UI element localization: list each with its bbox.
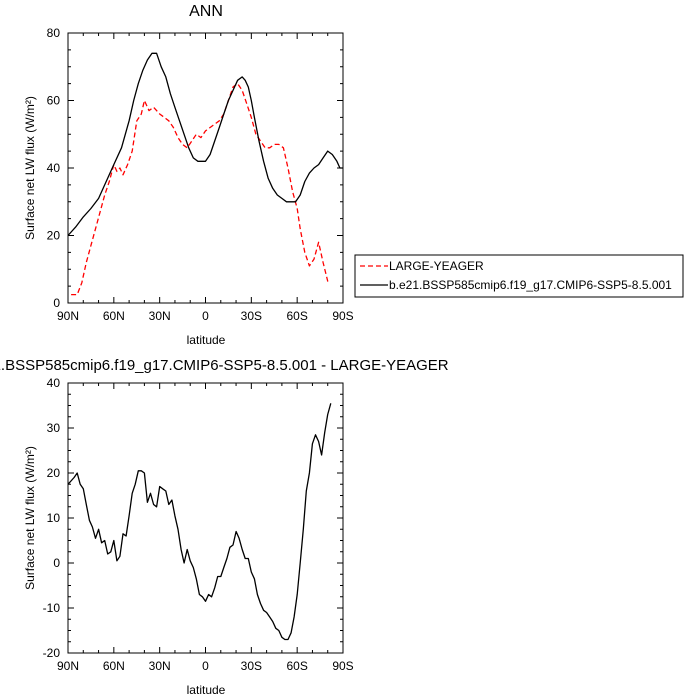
bottom-y-axis-label: Surface net LW flux (W/m²) [23, 446, 37, 590]
legend: LARGE-YEAGER b.e21.BSSP585cmip6.f19_g17.… [354, 254, 684, 298]
p0-x-tick-label: 60N [103, 309, 125, 323]
legend-label-large-yeager: LARGE-YEAGER [389, 259, 484, 273]
p0-y-tick-label: 60 [47, 94, 61, 108]
legend-label-ssp585: b.e21.BSSP585cmip6.f19_g17.CMIP6-SSP5-8.… [389, 278, 672, 292]
p1-x-tick-label: 90N [57, 659, 79, 673]
top-x-axis-label: latitude [187, 333, 226, 347]
bottom-x-axis-label: latitude [187, 683, 226, 697]
p1-y-tick-label: -20 [43, 646, 61, 660]
p1-x-tick-label: 60N [103, 659, 125, 673]
p0-x-tick-label: 90S [332, 309, 353, 323]
p0-x-tick-label: 30N [149, 309, 171, 323]
p0-x-tick-label: 60S [286, 309, 307, 323]
p1-x-tick-label: 0 [202, 659, 209, 673]
p1-series-line-0 [67, 403, 332, 641]
p1-y-tick-label: 40 [47, 376, 61, 390]
p0-x-tick-label: 30S [241, 309, 262, 323]
p0-y-tick-label: 80 [47, 26, 61, 40]
p1-y-tick-label: 10 [47, 511, 61, 525]
p1-y-tick-label: 0 [53, 556, 60, 570]
p0-y-tick-label: 20 [47, 229, 61, 243]
p0-series-line-0 [71, 82, 331, 296]
p0-y-tick-label: 40 [47, 161, 61, 175]
legend-box [354, 254, 684, 298]
p1-x-tick-label: 60S [286, 659, 307, 673]
p1-x-tick-label: 30S [241, 659, 262, 673]
p0-x-tick-label: 0 [202, 309, 209, 323]
top-y-axis-label: Surface net LW flux (W/m²) [23, 96, 37, 240]
p0-series-line-1 [67, 52, 343, 236]
p1-x-tick-label: 30N [149, 659, 171, 673]
p1-y-tick-label: 30 [47, 421, 61, 435]
top-chart-title: ANN [189, 3, 223, 20]
top-plot-frame [67, 32, 344, 304]
bottom-chart-title: b.e21.BSSP585cmip6.f19_g17.CMIP6-SSP5-8.… [0, 357, 449, 374]
p1-y-tick-label: 20 [47, 466, 61, 480]
top-panel: ANN 90N 60N 30N 0 30S 60S 90S 0 20 40 60 80 Surface… [23, 3, 684, 347]
p0-x-tick-label: 90N [57, 309, 79, 323]
p1-y-tick-label: -10 [43, 601, 61, 615]
bottom-plot-frame [67, 382, 344, 654]
p1-x-tick-label: 90S [332, 659, 353, 673]
bottom-panel: b.e21.BSSP585cmip6.f19_g17.CMIP6-SSP5-8.… [0, 357, 449, 697]
p0-y-tick-label: 0 [53, 296, 60, 310]
